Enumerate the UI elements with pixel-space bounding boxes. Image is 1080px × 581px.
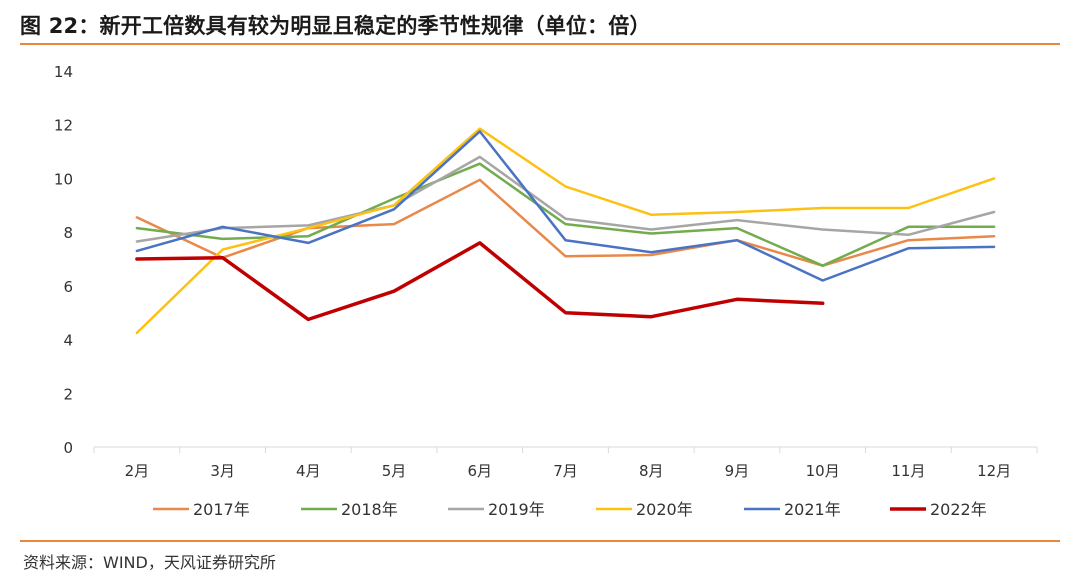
- series-line-2022年: [135, 241, 825, 322]
- y-tick-label: 4: [63, 332, 73, 350]
- line-chart: 0 2 4 6 8 10 12 14 2月 3月 4月 5月 6月 7月 8月 9月 10月 11月 12月 20…: [54, 63, 1038, 519]
- legend-label: 2022年: [930, 500, 987, 519]
- title-rule: [20, 43, 1060, 45]
- legend-label: 2018年: [341, 500, 398, 519]
- series-line-2019年: [135, 155, 996, 243]
- y-axis-ticks: 0 2 4 6 8 10 12 14: [54, 63, 73, 457]
- y-tick-label: 2: [63, 385, 73, 403]
- y-tick-label: 12: [54, 117, 73, 135]
- x-tick-label: 11月: [891, 462, 925, 480]
- x-tick-label: 5月: [382, 462, 407, 480]
- x-tick-label: 8月: [639, 462, 664, 480]
- x-tick-label: 6月: [467, 462, 492, 480]
- legend-label: 2020年: [636, 500, 693, 519]
- series-line-2020年: [135, 127, 996, 335]
- legend-label: 2017年: [193, 500, 250, 519]
- y-tick-label: 8: [63, 224, 73, 242]
- x-tick-label: 12月: [977, 462, 1011, 480]
- legend-label: 2019年: [488, 500, 545, 519]
- series-line-2018年: [135, 162, 996, 267]
- x-tick-label: 3月: [210, 462, 235, 480]
- series-lines: [135, 127, 996, 335]
- x-tick-label: 2月: [125, 462, 150, 480]
- x-tick-label: 7月: [553, 462, 578, 480]
- y-tick-label: 0: [63, 439, 73, 457]
- source-rule: [20, 540, 1060, 542]
- legend-label: 2021年: [784, 500, 841, 519]
- x-tick-label: 4月: [296, 462, 321, 480]
- legend: 2017年 2018年 2019年 2020年 2021年 2022年: [153, 500, 987, 519]
- series-line-2021年: [135, 130, 996, 282]
- x-axis-labels: 2月 3月 4月 5月 6月 7月 8月 9月 10月 11月 12月: [125, 462, 1012, 480]
- x-tick-label: 10月: [806, 462, 840, 480]
- source-note: 资料来源：WIND，天风证券研究所: [23, 553, 276, 572]
- x-tick-label: 9月: [725, 462, 750, 480]
- x-axis-tick-marks: [93, 447, 1038, 453]
- y-tick-label: 6: [63, 278, 73, 296]
- figure-title: 图 22：新开工倍数具有较为明显且稳定的季节性规律（单位：倍）: [20, 14, 651, 38]
- y-tick-label: 10: [54, 170, 73, 188]
- y-tick-label: 14: [54, 63, 73, 81]
